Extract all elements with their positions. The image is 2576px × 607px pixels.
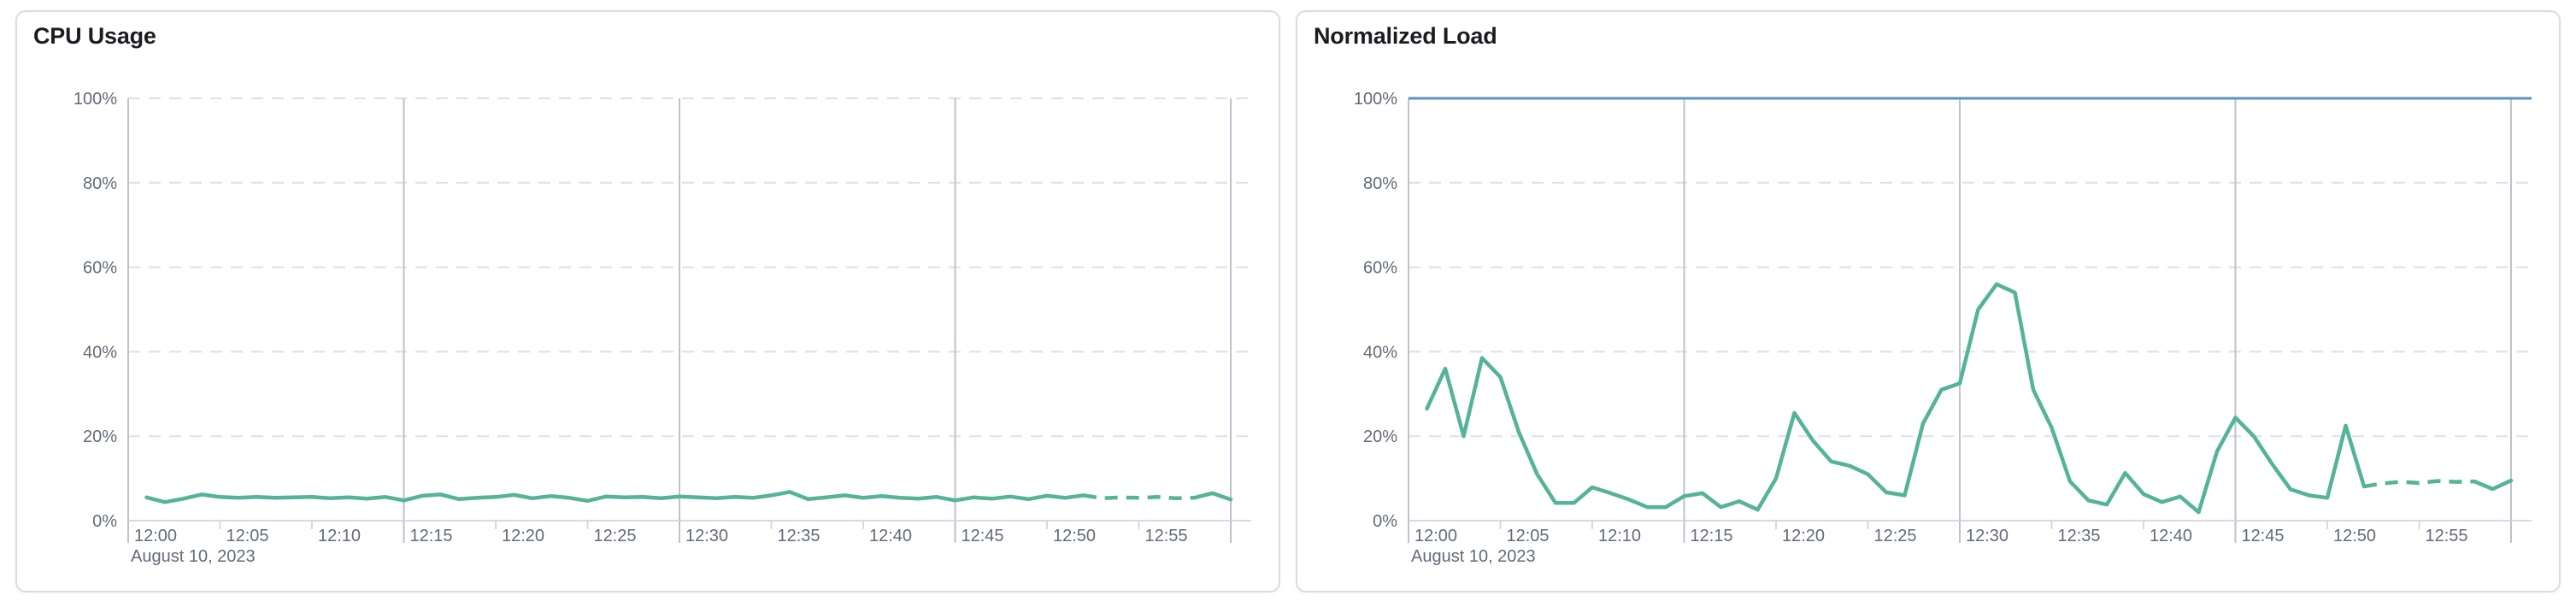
x-tick-label: 12:35 (778, 527, 820, 545)
x-tick-label: 12:50 (1053, 527, 1096, 545)
y-tick-label: 40% (83, 343, 117, 362)
cpu-usage-panel: 12:00 12:05 12:10 12:15 12:20 12:25 12:30 12:35… (15, 10, 1280, 592)
chart-title-cpu-usage: CPU Usage (33, 23, 156, 49)
y-tick-label: 0% (1373, 512, 1397, 531)
y-tick-label: 60% (1363, 259, 1397, 278)
x-tick-label: 12:00 (134, 527, 177, 545)
x-tick-label: 12:40 (2150, 527, 2192, 545)
y-tick-label: 100% (74, 90, 117, 109)
chart-title-normalized-load: Normalized Load (1314, 23, 1497, 49)
x-tick-label: 12:55 (2426, 527, 2468, 545)
cpu-usage-chart[interactable]: 12:00 12:05 12:10 12:15 12:20 12:25 12:30 12:35… (17, 12, 1280, 592)
x-tick-label: 12:35 (2058, 527, 2101, 545)
x-tick-label: 12:55 (1145, 527, 1188, 545)
x-tick-label: 12:45 (2242, 527, 2285, 545)
x-tick-label: 12:40 (869, 527, 912, 545)
x-tick-label: 12:30 (685, 527, 728, 545)
y-tick-label: 60% (83, 259, 117, 278)
x-tick-label: 12:05 (1507, 527, 1550, 545)
normalized-load-line (1425, 282, 2367, 515)
x-tick-label: 12:15 (1691, 527, 1733, 545)
x-axis-date-label: August 10, 2023 (131, 547, 256, 566)
normalized-load-line-end-segment (2472, 478, 2514, 492)
y-tick-label: 20% (1363, 427, 1397, 446)
normalized-load-chart[interactable]: 12:00 12:05 12:10 12:15 12:20 12:25 12:30 12:35… (1297, 12, 2561, 592)
cpu-usage-line-dashed-segment (1083, 493, 1195, 501)
x-tick-label: 12:10 (318, 527, 361, 545)
y-tick-label: 80% (1363, 174, 1397, 193)
cpu-usage-line-end-segment (1191, 491, 1233, 502)
y-tick-label: 100% (1354, 90, 1397, 109)
x-tick-label: 12:30 (1966, 527, 2008, 545)
x-tick-label: 12:05 (226, 527, 269, 545)
normalized-load-panel: 12:00 12:05 12:10 12:15 12:20 12:25 12:30 12:35… (1296, 10, 2561, 592)
y-tick-label: 0% (92, 512, 117, 531)
y-tick-label: 40% (1363, 343, 1397, 362)
x-tick-label: 12:10 (1598, 527, 1641, 545)
x-tick-label: 12:20 (502, 527, 544, 545)
x-tick-label: 12:45 (962, 527, 1004, 545)
y-tick-label: 20% (83, 427, 117, 446)
x-tick-label: 12:25 (594, 527, 637, 545)
x-tick-label: 12:15 (410, 527, 453, 545)
cpu-usage-line (144, 490, 1086, 504)
normalized-load-line-dashed-segment (2363, 479, 2475, 489)
x-axis-date-label: August 10, 2023 (1411, 547, 1536, 566)
y-tick-label: 80% (83, 174, 117, 193)
x-tick-label: 12:50 (2333, 527, 2376, 545)
x-tick-label: 12:25 (1874, 527, 1917, 545)
x-tick-label: 12:00 (1414, 527, 1457, 545)
x-tick-label: 12:20 (1782, 527, 1825, 545)
